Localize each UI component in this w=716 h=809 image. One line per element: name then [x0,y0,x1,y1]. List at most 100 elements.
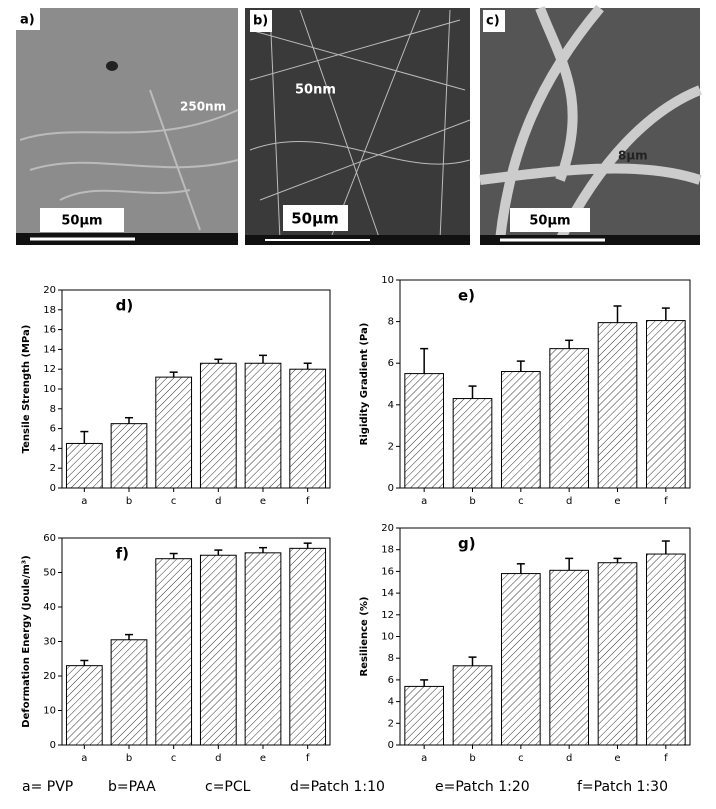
x-tick-label: a [421,496,427,507]
bar [65,442,103,489]
y-tick-label: 10 [43,384,56,395]
x-tick-label: a [421,753,427,764]
legend: a= PVP b=PAA c=PCL d=Patch 1:10 e=Patch 1:20… [22,779,668,795]
y-tick-label: 0 [388,740,394,751]
bar [155,376,193,489]
y-tick-label: 14 [381,588,394,599]
y-tick-label: 10 [381,275,394,286]
image-label: a) [20,13,35,28]
y-tick-label: 50 [43,568,56,579]
y-tick-label: 8 [50,404,56,415]
bar [110,639,148,746]
bar [289,547,327,746]
y-tick-label: 4 [50,443,56,454]
y-tick-label: 4 [388,697,394,708]
y-axis-label: Rigidity Gradient (Pa) [359,323,370,446]
scale-label: 50µm [61,214,102,229]
chart-panel: 0 2 4 6 8 10 12 14 16 18 20 a b c d e f d) Tensile Strengt… [21,285,331,507]
bar [404,373,445,489]
y-tick-label: 16 [381,566,394,577]
bar [549,569,589,746]
bar [155,558,193,746]
x-tick-label: e [614,496,620,507]
bar [244,362,282,489]
legend-item: f=Patch 1:30 [577,779,668,795]
bar [452,398,493,489]
bar [597,562,638,746]
y-tick-label: 8 [388,317,394,328]
y-tick-label: 0 [50,483,56,494]
image-label: b) [253,14,268,29]
y-tick-label: 20 [43,671,56,682]
image-label: c) [486,14,500,29]
y-tick-label: 6 [388,358,394,369]
panel-title: f) [116,545,129,563]
y-tick-label: 12 [43,364,56,375]
legend-item: a= PVP [22,779,73,795]
y-axis-label: Resilience (%) [359,597,370,677]
bar [501,573,541,746]
x-tick-label: b [126,496,132,507]
plot-frame [399,279,691,489]
y-tick-label: 8 [388,653,394,664]
x-tick-label: e [260,496,266,507]
y-tick-label: 40 [43,602,56,613]
y-tick-label: 60 [43,533,56,544]
x-tick-label: d [215,496,221,507]
bar [597,322,638,489]
x-tick-label: a [81,753,87,764]
chart-panel: 0 10 20 30 40 50 60 a b c d e f f) Deformation Energy … [21,533,331,764]
sem-image-b: b) 50nm 50µm [245,8,471,245]
chart-panel: 0 2 4 6 8 10 12 14 16 18 20 a b c d e f g) Resilience (%) [359,523,691,764]
x-tick-label: d [215,753,221,764]
x-tick-label: f [664,753,668,764]
x-tick-label: e [614,753,620,764]
bar [110,423,148,489]
y-tick-label: 2 [50,463,56,474]
scale-label: 50µm [529,214,570,229]
bar [501,371,541,489]
y-tick-label: 10 [381,632,394,643]
y-tick-label: 20 [43,285,56,296]
x-tick-label: c [171,753,177,764]
panel-title: g) [458,535,476,553]
bar [199,554,237,746]
chart-panel: 0 2 4 6 8 10 a b c d e f e) Rigidity Gradient (Pa) [359,275,691,507]
sem-image-a: a) 250nm 50µm [16,8,239,245]
x-tick-label: c [518,753,524,764]
panel-title: d) [116,297,134,315]
bar [452,665,493,746]
x-tick-label: c [518,496,524,507]
y-tick-label: 2 [388,441,394,452]
bar [244,552,282,746]
bar [289,368,327,489]
x-tick-label: d [566,496,572,507]
image-annotation: 8µm [618,149,648,163]
bar [404,685,445,746]
y-axis-label: Tensile Strength (MPa) [21,325,32,454]
y-tick-label: 16 [43,325,56,336]
panel-title: e) [458,287,475,305]
y-axis-label: Deformation Energy (Joule/m³) [21,555,32,727]
legend-item: e=Patch 1:20 [435,779,530,795]
y-tick-label: 0 [50,740,56,751]
scale-label: 50µm [291,210,339,228]
bar [199,362,237,489]
y-tick-label: 4 [388,400,394,411]
y-tick-label: 18 [381,545,394,556]
x-tick-label: b [469,496,475,507]
x-tick-label: b [469,753,475,764]
bar [646,553,686,746]
sem-image-c: c) 8µm 50µm [479,4,702,245]
image-annotation: 250nm [180,100,226,114]
y-tick-label: 14 [43,344,56,355]
x-tick-label: b [126,753,132,764]
x-tick-label: c [171,496,177,507]
y-tick-label: 6 [388,675,394,686]
x-tick-label: f [306,753,310,764]
x-tick-label: e [260,753,266,764]
legend-item: d=Patch 1:10 [290,779,385,795]
y-tick-label: 18 [43,305,56,316]
